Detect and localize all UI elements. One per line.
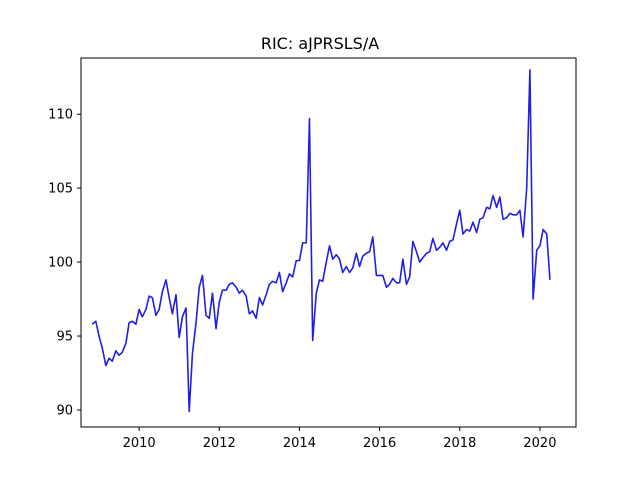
series-layer: [91, 69, 551, 413]
x-tick-label: 2016: [363, 436, 396, 451]
chart-title: RIC: aJPRSLS/A: [261, 34, 379, 53]
x-tick-label: 2012: [203, 436, 236, 451]
x-tick-label: 2010: [123, 436, 156, 451]
plot-frame: [80, 57, 577, 428]
x-axis: 2010 2012 2014 2016 2018 2020: [123, 427, 556, 451]
y-tick-label: 110: [48, 108, 73, 123]
y-tick-label: 105: [48, 182, 73, 197]
x-tick-label: 2014: [283, 436, 316, 451]
x-tick-label: 2018: [443, 436, 476, 451]
series-line: [91, 69, 551, 413]
x-tick-label: 2020: [523, 436, 556, 451]
y-tick-label: 100: [48, 256, 73, 271]
y-tick-label: 95: [56, 330, 73, 345]
y-tick-label: 90: [56, 403, 73, 418]
y-axis: 90 95 100 105 110: [48, 108, 81, 418]
